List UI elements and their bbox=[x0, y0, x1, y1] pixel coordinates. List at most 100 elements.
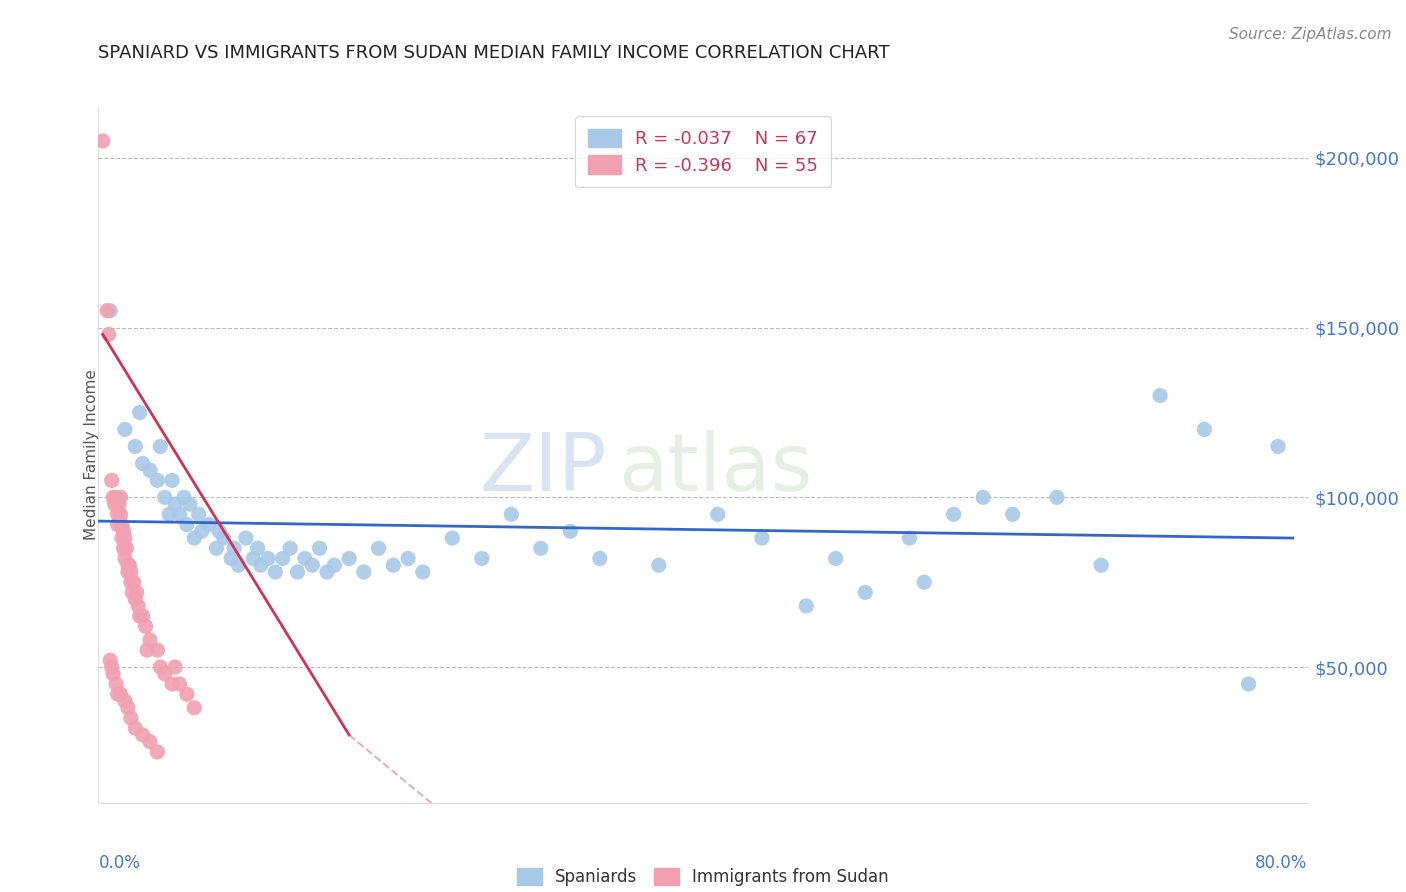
Legend: Spaniards, Immigrants from Sudan: Spaniards, Immigrants from Sudan bbox=[509, 860, 897, 892]
Point bbox=[120, 711, 142, 725]
Point bbox=[107, 517, 129, 532]
Point bbox=[1237, 677, 1260, 691]
Point bbox=[179, 497, 201, 511]
Point bbox=[972, 491, 994, 505]
Point bbox=[128, 405, 150, 419]
Point bbox=[111, 517, 134, 532]
Point bbox=[353, 565, 375, 579]
Point bbox=[1090, 558, 1112, 573]
Point bbox=[301, 558, 323, 573]
Point bbox=[316, 565, 339, 579]
Point bbox=[367, 541, 389, 556]
Point bbox=[942, 508, 965, 522]
Point bbox=[160, 677, 183, 691]
Point bbox=[157, 508, 180, 522]
Point bbox=[111, 531, 134, 545]
Point bbox=[249, 558, 271, 573]
Point bbox=[794, 599, 817, 613]
Point bbox=[176, 517, 198, 532]
Point bbox=[120, 565, 142, 579]
Point bbox=[146, 643, 169, 657]
Point bbox=[131, 609, 153, 624]
Point bbox=[1149, 388, 1171, 402]
Point bbox=[118, 558, 141, 573]
Point bbox=[294, 551, 316, 566]
Point bbox=[219, 551, 242, 566]
Point bbox=[212, 531, 235, 545]
Point bbox=[128, 609, 150, 624]
Point bbox=[110, 491, 132, 505]
Point bbox=[100, 474, 122, 488]
Point bbox=[107, 687, 129, 701]
Point bbox=[98, 653, 121, 667]
Point bbox=[853, 585, 876, 599]
Point bbox=[117, 700, 139, 714]
Point bbox=[242, 551, 264, 566]
Point bbox=[165, 497, 187, 511]
Point bbox=[153, 666, 176, 681]
Point bbox=[124, 592, 146, 607]
Point bbox=[560, 524, 582, 539]
Point bbox=[1046, 491, 1069, 505]
Point bbox=[110, 687, 132, 701]
Point bbox=[146, 745, 169, 759]
Point bbox=[114, 531, 136, 545]
Point bbox=[190, 524, 212, 539]
Point bbox=[382, 558, 405, 573]
Text: SPANIARD VS IMMIGRANTS FROM SUDAN MEDIAN FAMILY INCOME CORRELATION CHART: SPANIARD VS IMMIGRANTS FROM SUDAN MEDIAN… bbox=[98, 45, 890, 62]
Point bbox=[751, 531, 773, 545]
Point bbox=[124, 721, 146, 735]
Point bbox=[135, 619, 157, 633]
Point bbox=[107, 508, 129, 522]
Point bbox=[96, 303, 118, 318]
Point bbox=[1267, 439, 1289, 453]
Point bbox=[131, 457, 153, 471]
Point bbox=[228, 558, 250, 573]
Text: atlas: atlas bbox=[619, 430, 813, 508]
Point bbox=[308, 541, 330, 556]
Point bbox=[1194, 422, 1216, 436]
Point bbox=[114, 551, 136, 566]
Point bbox=[169, 508, 191, 522]
Text: 0.0%: 0.0% bbox=[98, 854, 141, 871]
Point bbox=[122, 575, 145, 590]
Point bbox=[101, 666, 124, 681]
Point bbox=[706, 508, 728, 522]
Point bbox=[187, 508, 209, 522]
Point bbox=[898, 531, 921, 545]
Point bbox=[1001, 508, 1024, 522]
Point bbox=[136, 643, 159, 657]
Point bbox=[278, 541, 301, 556]
Point bbox=[208, 524, 231, 539]
Point bbox=[235, 531, 257, 545]
Point bbox=[153, 491, 176, 505]
Point bbox=[264, 565, 287, 579]
Point bbox=[912, 575, 935, 590]
Point bbox=[139, 463, 162, 477]
Point bbox=[257, 551, 280, 566]
Point bbox=[160, 474, 183, 488]
Point bbox=[108, 497, 131, 511]
Point bbox=[824, 551, 846, 566]
Point bbox=[117, 558, 139, 573]
Point bbox=[222, 541, 245, 556]
Point bbox=[287, 565, 309, 579]
Point bbox=[246, 541, 269, 556]
Point bbox=[105, 491, 128, 505]
Point bbox=[131, 728, 153, 742]
Point bbox=[115, 541, 138, 556]
Point bbox=[139, 632, 162, 647]
Point bbox=[205, 541, 228, 556]
Text: ZIP: ZIP bbox=[479, 430, 606, 508]
Point bbox=[121, 585, 143, 599]
Point bbox=[149, 660, 172, 674]
Y-axis label: Median Family Income: Median Family Income bbox=[84, 369, 98, 541]
Point bbox=[165, 660, 187, 674]
Point bbox=[176, 687, 198, 701]
Point bbox=[501, 508, 523, 522]
Point bbox=[648, 558, 671, 573]
Point bbox=[125, 585, 148, 599]
Point bbox=[169, 677, 191, 691]
Point bbox=[104, 497, 127, 511]
Point bbox=[120, 575, 142, 590]
